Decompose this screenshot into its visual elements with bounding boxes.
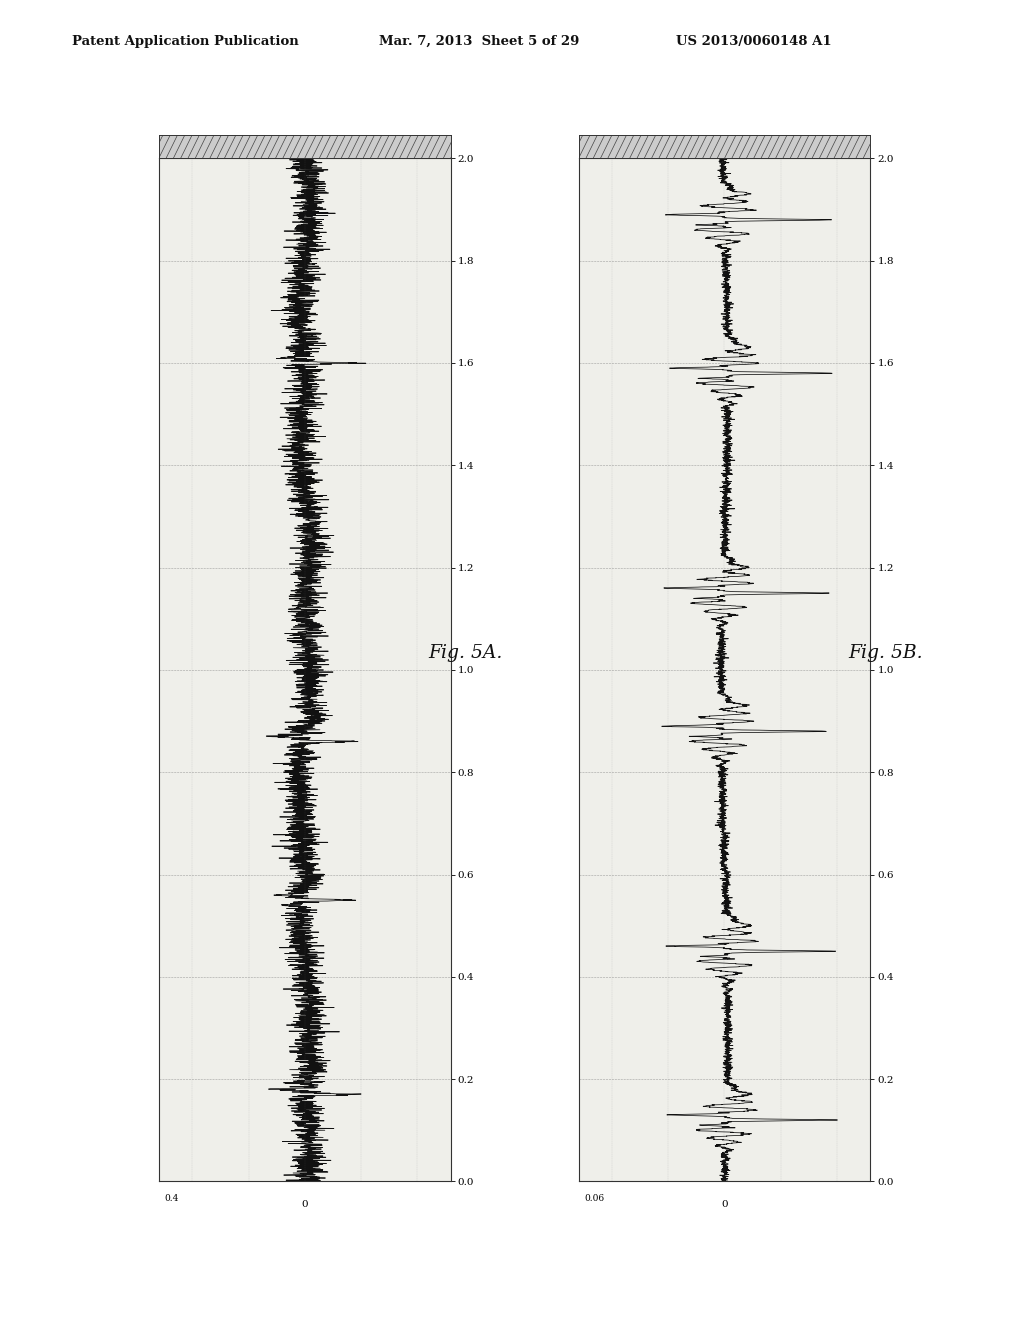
- Text: 0.4: 0.4: [165, 1193, 179, 1203]
- Text: Fig. 5A.: Fig. 5A.: [429, 644, 503, 663]
- Text: 0: 0: [721, 1200, 728, 1209]
- Text: US 2013/0060148 A1: US 2013/0060148 A1: [676, 34, 831, 48]
- Text: Mar. 7, 2013  Sheet 5 of 29: Mar. 7, 2013 Sheet 5 of 29: [379, 34, 580, 48]
- Text: Patent Application Publication: Patent Application Publication: [72, 34, 298, 48]
- Text: Fig. 5B.: Fig. 5B.: [849, 644, 923, 663]
- Text: 0.06: 0.06: [585, 1193, 604, 1203]
- Text: 0: 0: [301, 1200, 308, 1209]
